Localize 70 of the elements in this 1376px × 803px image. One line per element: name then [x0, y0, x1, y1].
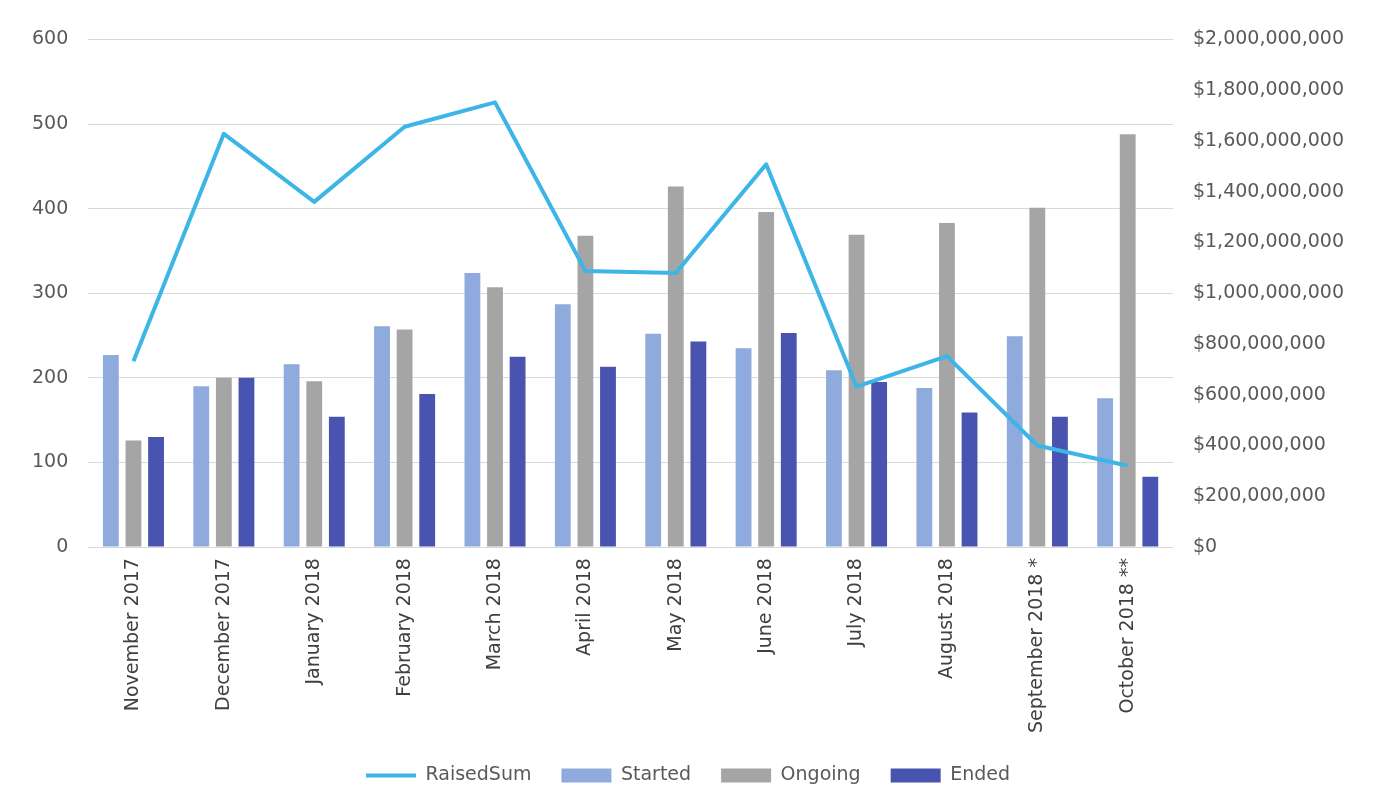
bar [102, 354, 119, 547]
bar [328, 416, 345, 547]
x-tick-label: December 2017 [210, 558, 233, 711]
y2-tick-label: $800,000,000 [1192, 330, 1326, 353]
bar [577, 235, 594, 547]
bar [758, 212, 775, 547]
y2-tick-label: $1,200,000,000 [1192, 229, 1344, 252]
x-tick-label: March 2018 [481, 558, 504, 671]
legend-label: Started [620, 762, 692, 785]
x-tick-label: January 2018 [301, 558, 324, 686]
x-tick-label: April 2018 [572, 558, 595, 656]
legend-label: RaisedSum [425, 762, 532, 785]
y-tick-label: 200 [32, 364, 69, 387]
y2-tick-label: $1,400,000,000 [1192, 178, 1344, 201]
bar [916, 387, 933, 547]
bar [125, 440, 142, 547]
y-tick-label: 300 [32, 280, 69, 303]
bar [1097, 398, 1114, 547]
legend-label: Ongoing [780, 762, 861, 785]
y2-tick-label: $1,000,000,000 [1192, 280, 1344, 303]
bar [193, 386, 210, 547]
legend-label: Ended [950, 762, 1011, 785]
bar [645, 333, 662, 547]
bar [487, 287, 503, 547]
bar [780, 332, 797, 547]
y2-tick-label: $200,000,000 [1192, 483, 1326, 506]
x-tick-label: September 2018 * [1024, 558, 1047, 733]
bar [1142, 476, 1159, 547]
bar [1052, 416, 1068, 547]
x-tick-label: August 2018 [933, 558, 956, 679]
bar [600, 366, 616, 547]
y2-tick-label: $2,000,000,000 [1192, 26, 1344, 49]
bar [690, 341, 707, 547]
x-tick-label: November 2017 [120, 558, 143, 712]
x-tick-label: February 2018 [391, 558, 414, 697]
bar [215, 377, 232, 547]
bar [509, 356, 526, 547]
y2-tick-label: $400,000,000 [1192, 432, 1326, 455]
bar [396, 329, 413, 547]
bar [826, 370, 842, 547]
y2-tick-label: $600,000,000 [1192, 381, 1326, 404]
bar [1029, 207, 1046, 547]
bar [464, 272, 481, 547]
y-tick-label: 100 [32, 449, 69, 472]
bar [419, 393, 436, 547]
bar [961, 412, 978, 547]
x-tick-label: July 2018 [843, 558, 866, 648]
bar [1119, 134, 1136, 547]
bar [735, 348, 752, 547]
x-tick-label: October 2018 ** [1114, 558, 1137, 714]
bar [238, 377, 255, 547]
bar [374, 326, 390, 547]
bar [939, 223, 955, 547]
y2-tick-label: $1,800,000,000 [1192, 77, 1344, 100]
x-tick-label: May 2018 [662, 558, 685, 652]
bar [667, 186, 684, 547]
bar [306, 381, 323, 547]
bar [1006, 336, 1023, 547]
bar [554, 304, 571, 547]
bar [148, 437, 164, 547]
y-tick-label: 0 [56, 533, 69, 556]
bar [283, 364, 300, 547]
y-tick-label: 500 [32, 110, 69, 133]
x-tick-label: June 2018 [753, 558, 776, 655]
y2-tick-label: $0 [1192, 533, 1218, 556]
y-tick-label: 400 [32, 195, 69, 218]
bar [848, 234, 865, 547]
bar [871, 382, 888, 547]
y-tick-label: 600 [32, 26, 69, 49]
y2-tick-label: $1,600,000,000 [1192, 127, 1344, 150]
